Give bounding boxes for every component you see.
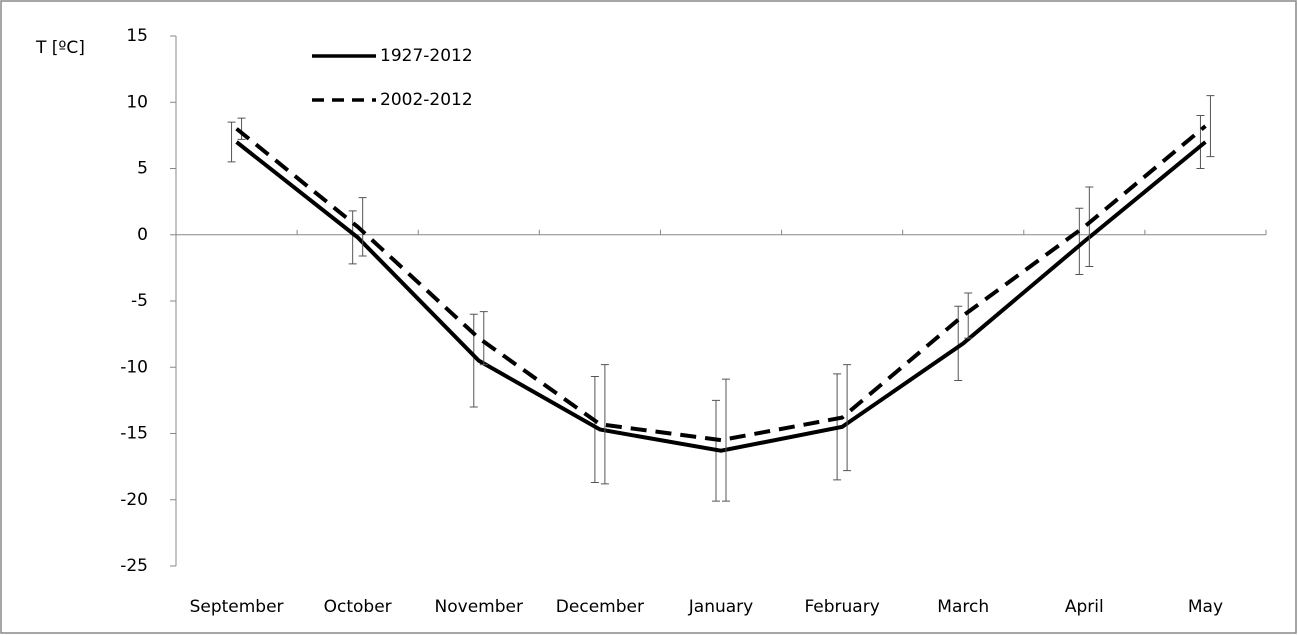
error-bar	[469, 313, 478, 408]
error-bar	[1085, 186, 1094, 268]
x-tick-label: November	[435, 597, 523, 617]
y-tick-label: -20	[120, 490, 148, 510]
error-bar	[1196, 115, 1205, 169]
x-tick-label: May	[1188, 597, 1223, 617]
x-tick-label: January	[688, 597, 753, 617]
error-bar	[964, 292, 973, 339]
error-bar	[1206, 95, 1215, 158]
series-line	[235, 124, 1207, 443]
y-axis-label: T [ºC]	[35, 38, 85, 58]
y-tick-label: -15	[120, 424, 148, 444]
y-tick-label: -10	[120, 357, 148, 377]
error-bar	[843, 364, 852, 472]
error-bar	[479, 311, 488, 366]
x-tick-label: April	[1065, 597, 1104, 617]
legend-label: 1927-2012	[380, 46, 473, 66]
y-tick-label: -5	[131, 291, 148, 311]
error-bar	[227, 121, 236, 163]
error-bar	[358, 197, 367, 257]
error-bar	[590, 376, 599, 484]
x-tick-label: March	[937, 597, 989, 617]
y-tick-label: 10	[126, 92, 148, 112]
error-bar	[722, 378, 730, 502]
y-tick-label: -25	[120, 556, 148, 576]
y-tick-label: 15	[126, 26, 148, 46]
error-bar	[954, 305, 963, 381]
x-tick-label: December	[556, 597, 644, 617]
y-tick-label: 0	[137, 225, 148, 245]
error-bar	[600, 364, 609, 485]
error-bar	[237, 117, 246, 140]
error-bar	[348, 210, 357, 265]
x-tick-label: February	[804, 597, 879, 617]
error-bar	[1075, 207, 1084, 275]
x-tick-label: October	[324, 597, 392, 617]
series-line	[235, 140, 1207, 453]
x-tick-label: September	[190, 597, 284, 617]
y-tick-label: 5	[137, 159, 148, 179]
legend-label: 2002-2012	[380, 90, 473, 110]
